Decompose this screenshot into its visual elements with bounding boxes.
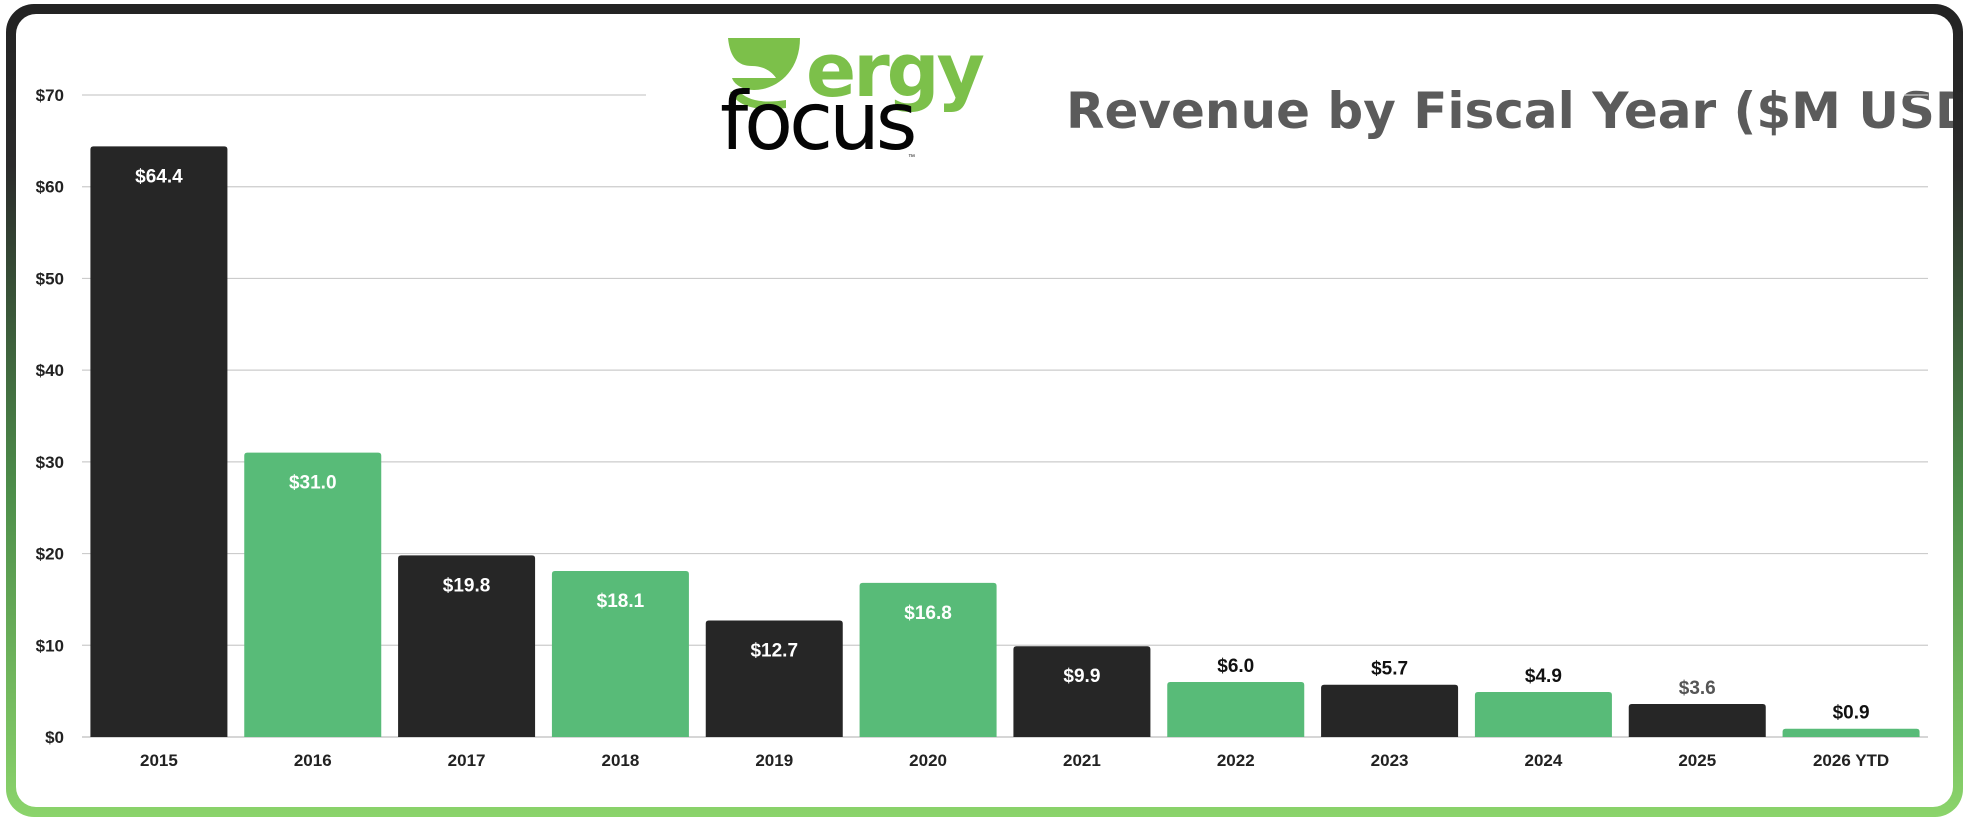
y-tick-label: $20 [36, 545, 64, 564]
bar-2025 [1628, 703, 1766, 737]
data-label: $0.9 [1833, 703, 1870, 724]
logo-energy-text: ergy [760, 34, 985, 108]
leaf-e-icon [728, 38, 800, 110]
x-tick-label: 2023 [1371, 751, 1409, 770]
data-label: $19.8 [443, 575, 491, 596]
logo-line1: ergy [806, 28, 985, 114]
y-tick-label: $70 [36, 86, 64, 105]
bar-2022 [1167, 681, 1305, 737]
y-tick-label: $50 [36, 269, 64, 288]
x-tick-label: 2021 [1063, 751, 1101, 770]
chart-title: Revenue by Fiscal Year ($M USD) [1066, 82, 1953, 140]
logo-tm: ™ [908, 154, 915, 161]
y-tick-label: $60 [36, 178, 64, 197]
data-label: $4.9 [1525, 666, 1562, 687]
data-label: $5.7 [1371, 659, 1408, 680]
bar-2016 [244, 452, 382, 737]
bar-2019 [705, 620, 843, 737]
x-tick-label: 2017 [448, 751, 486, 770]
bar-2018 [551, 570, 689, 737]
x-tick-label: 2022 [1217, 751, 1255, 770]
chart-frame: ergy focus ™ Revenue by Fiscal Year ($M … [6, 4, 1963, 817]
x-tick-label: 2026 YTD [1813, 751, 1889, 770]
data-label: $12.7 [750, 641, 798, 662]
data-label: $31.0 [289, 473, 337, 494]
bar-2026-ytd [1782, 728, 1920, 737]
energy-focus-logo: ergy focus ™ [716, 28, 1036, 168]
x-tick-label: 2015 [140, 751, 178, 770]
data-label: $9.9 [1063, 666, 1100, 687]
data-label: $18.1 [597, 591, 645, 612]
y-tick-label: $30 [36, 453, 64, 472]
x-tick-label: 2018 [602, 751, 640, 770]
bar-2023 [1321, 684, 1459, 737]
bar-2020 [859, 582, 997, 737]
bar-2024 [1474, 692, 1612, 737]
bar-2021 [1013, 646, 1151, 737]
data-label: $3.6 [1679, 678, 1716, 699]
x-tick-label: 2024 [1525, 751, 1563, 770]
x-tick-label: 2020 [909, 751, 947, 770]
x-tick-label: 2016 [294, 751, 332, 770]
y-tick-label: $0 [45, 728, 64, 747]
x-tick-label: 2019 [755, 751, 793, 770]
x-tick-label: 2025 [1678, 751, 1716, 770]
bar-2017 [398, 555, 536, 737]
y-tick-label: $40 [36, 361, 64, 380]
bar-2015 [90, 146, 228, 738]
chart-panel: ergy focus ™ Revenue by Fiscal Year ($M … [16, 14, 1953, 807]
logo-focus-text: focus [720, 75, 917, 168]
data-label: $64.4 [135, 166, 183, 187]
y-tick-label: $10 [36, 636, 64, 655]
bar-chart: $0 $10 $20 $30 $40 $50 $60 $70 $64.4 2015 $31.0 201… [36, 86, 1928, 770]
data-label: $6.0 [1217, 656, 1254, 677]
data-label: $16.8 [904, 603, 952, 624]
